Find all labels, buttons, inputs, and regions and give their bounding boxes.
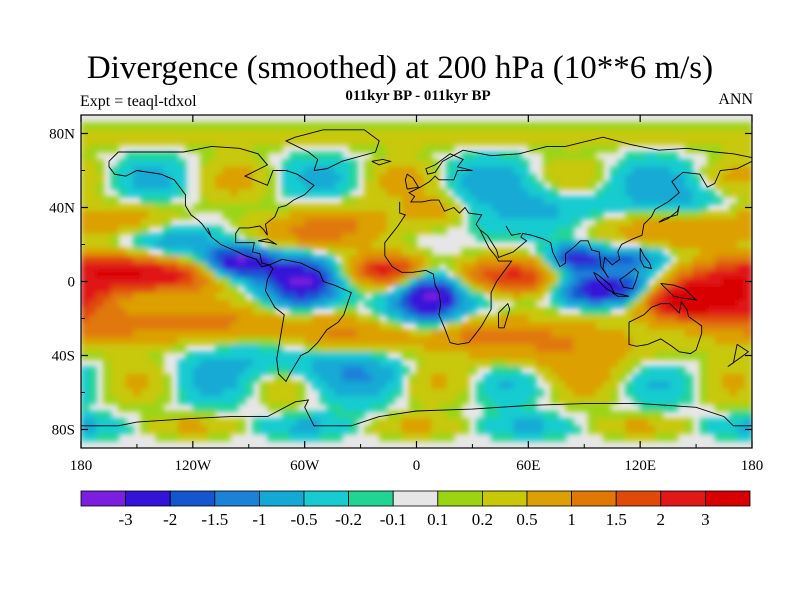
y-tick-label: 40S: [52, 349, 75, 365]
divergence-field: [81, 122, 752, 442]
y-tick-label: 40N: [49, 201, 75, 217]
coast-iceland: [371, 158, 393, 166]
colorbar-label: 1: [567, 510, 576, 529]
colorbar-box: [615, 490, 662, 507]
coast-new-zealand: [727, 344, 750, 367]
colorbar-label: 0.1: [427, 510, 448, 529]
coast-eurasia-africa: [384, 136, 752, 345]
coast-philippines: [639, 247, 653, 270]
x-tick-label: 60E: [516, 458, 540, 474]
x-tick-label: 0: [413, 458, 421, 474]
colorbar-box: [660, 490, 706, 507]
colorbar-box: [348, 490, 394, 507]
x-tick-label: 180: [70, 458, 93, 474]
plot-subtitle: 011kyr BP - 011kyr BP: [345, 88, 491, 104]
colorbar-label: -0.5: [291, 510, 318, 529]
coast-australia: [628, 300, 703, 355]
colorbar-box: [80, 490, 126, 507]
coast-arabia-gulf: [505, 225, 521, 236]
colorbar-box: [705, 490, 751, 507]
colorbar-label: -0.2: [335, 510, 362, 529]
map-panel: 80N 40N 0 40S 80S 180 120W 60W 0 60E 120E 180: [49, 114, 763, 474]
x-tick-label: 120E: [624, 458, 656, 474]
colorbar-box: [169, 490, 216, 507]
x-tick-label: 180: [741, 458, 764, 474]
coast-antarctica: [81, 399, 752, 427]
coast-japan: [658, 205, 680, 223]
colorbar-box: [125, 490, 171, 507]
colorbar-label: -1.5: [201, 510, 228, 529]
colorbar-box: [392, 490, 439, 507]
coast-madagascar: [498, 302, 511, 329]
colorbar-label: 0.2: [472, 510, 493, 529]
map-axes: 80N 40N 0 40S 80S 180 120W 60W 0 60E 120E 180: [49, 115, 763, 474]
experiment-label: Expt = teaql-tdxol: [80, 93, 197, 110]
colorbar-label: 2: [657, 510, 666, 529]
colorbar-label: 0.5: [516, 510, 537, 529]
coast-caribbean: [258, 238, 277, 245]
colorbar-box: [437, 490, 483, 507]
colorbar-label: -0.1: [380, 510, 407, 529]
coast-new-guinea: [660, 282, 698, 301]
colorbar-label: 3: [701, 510, 710, 529]
coast-asia-south: [479, 160, 752, 279]
x-tick-label: 60W: [290, 458, 320, 474]
colorbar: -3 -2 -1.5 -1 -0.5 -0.2 -0.1 0.1 0.2 0.5 1 1.5 2 3: [80, 490, 751, 529]
colorbar-box: [481, 490, 528, 507]
x-tick-label: 120W: [174, 458, 212, 474]
y-tick-label: 80S: [52, 423, 75, 439]
colorbar-box: [258, 490, 305, 507]
colorbar-box: [214, 490, 260, 507]
coast-british-isles: [404, 173, 420, 190]
colorbar-label: -1: [252, 510, 266, 529]
y-tick-label: 0: [68, 275, 76, 291]
coast-borneo: [619, 267, 639, 290]
y-tick-label: 80N: [49, 127, 75, 143]
season-label: ANN: [718, 91, 753, 108]
coast-greenland: [284, 129, 380, 171]
colorbar-box: [526, 490, 572, 507]
colorbar-label: 1.5: [606, 510, 627, 529]
colorbar-box: [303, 490, 349, 507]
coastlines: [81, 129, 752, 427]
coast-north-america: [108, 145, 315, 268]
coast-south-america: [265, 258, 352, 383]
colorbar-label: -3: [119, 510, 133, 529]
plot-title: Divergence (smoothed) at 200 hPa (10**6 …: [86, 50, 714, 86]
colorbar-box: [571, 490, 617, 507]
colorbar-label: -2: [163, 510, 177, 529]
coast-java: [611, 292, 630, 297]
